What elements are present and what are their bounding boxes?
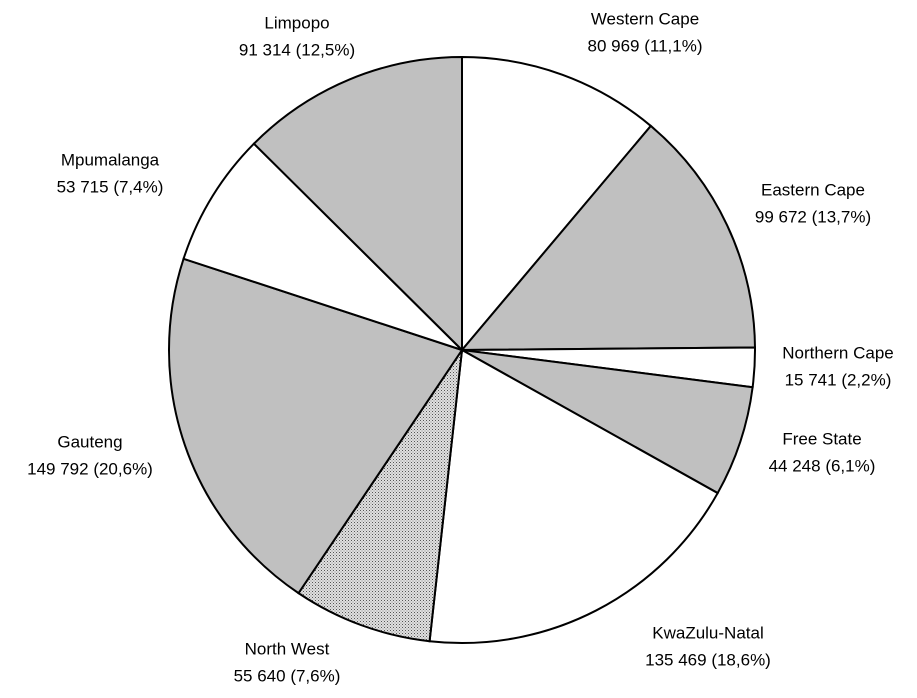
slice-value-label: 55 640 (7,6%)	[234, 666, 341, 685]
pie-slice	[461, 55, 653, 353]
slice-label: North West	[245, 639, 330, 658]
slice-label: Eastern Cape	[761, 180, 865, 199]
slice-value-label: 15 741 (2,2%)	[785, 370, 892, 389]
pie-slice	[428, 348, 720, 644]
slice-label: Free State	[782, 429, 861, 448]
slice-value-label: 135 469 (18,6%)	[645, 650, 771, 669]
pie-slice	[252, 55, 463, 353]
slice-value-label: 149 792 (20,6%)	[27, 459, 153, 478]
slice-label: KwaZulu-Natal	[652, 623, 764, 642]
pie-slice	[168, 257, 464, 595]
slice-value-label: 44 248 (6,1%)	[769, 456, 876, 475]
slice-value-label: 91 314 (12,5%)	[239, 40, 355, 59]
slice-value-label: 99 672 (13,7%)	[755, 207, 871, 226]
pie-slice	[459, 124, 756, 352]
slice-label: Gauteng	[57, 432, 122, 451]
slice-label: Northern Cape	[782, 343, 894, 362]
pie-slice	[182, 142, 463, 351]
slice-value-label: 80 969 (11,1%)	[588, 36, 703, 55]
slice-label: Mpumalanga	[61, 150, 160, 169]
slice-label: Western Cape	[591, 9, 699, 28]
pie-slice	[297, 349, 463, 643]
slice-label: Limpopo	[264, 13, 329, 32]
slice-value-label: 53 715 (7,4%)	[57, 177, 164, 196]
